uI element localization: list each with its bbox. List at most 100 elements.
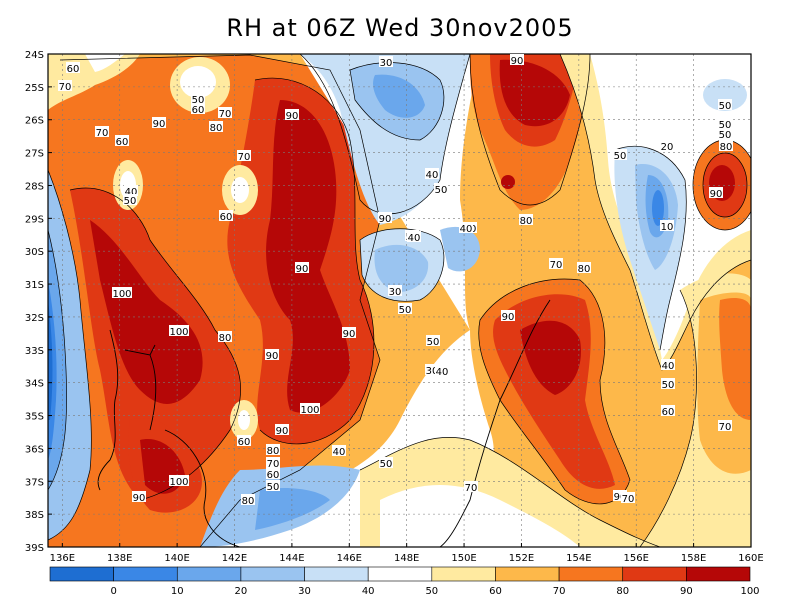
- contour-label: 60: [191, 103, 205, 116]
- contour-label: 50: [661, 378, 675, 391]
- contour-label: 50: [718, 118, 732, 131]
- contour-label: 50: [718, 99, 732, 112]
- svg-text:100: 100: [169, 327, 188, 338]
- svg-text:60: 60: [116, 137, 129, 148]
- contour-label: 50: [613, 149, 627, 162]
- svg-text:90: 90: [379, 214, 392, 225]
- contour-label: 40: [661, 359, 675, 372]
- colorbar-label: 10: [171, 586, 184, 597]
- svg-text:10: 10: [661, 222, 674, 233]
- contour-label: 90: [613, 490, 627, 503]
- colorbar-label: 0: [110, 586, 116, 597]
- svg-text:40: 40: [408, 233, 421, 244]
- contour-label: 60: [219, 210, 233, 223]
- svg-text:40: 40: [333, 447, 346, 458]
- colorbar-label: 80: [616, 586, 629, 597]
- colorbar-swatch: [176, 566, 242, 582]
- svg-text:90: 90: [502, 312, 515, 323]
- lat-tick-label: 38S: [25, 510, 44, 521]
- svg-text:40: 40: [426, 170, 439, 181]
- contour-label: 100: [300, 403, 320, 416]
- svg-text:50: 50: [719, 101, 732, 112]
- lat-tick-label: 31S: [25, 280, 44, 291]
- colorbar-label: 20: [235, 586, 248, 597]
- contour-label: 80: [519, 214, 533, 227]
- svg-text:80: 80: [219, 333, 232, 344]
- svg-text:40: 40: [460, 224, 473, 235]
- svg-text:70: 70: [719, 422, 732, 433]
- svg-text:90: 90: [133, 493, 146, 504]
- svg-text:60: 60: [662, 407, 675, 418]
- lon-tick-label: 158E: [681, 553, 706, 564]
- svg-text:50: 50: [719, 130, 732, 141]
- contour-label: 60: [266, 468, 280, 481]
- svg-text:80: 80: [720, 142, 733, 153]
- contour-label: 90: [709, 187, 723, 200]
- colorbar-swatch: [622, 566, 687, 582]
- map-title: RH at 06Z Wed 30nov2005: [226, 14, 574, 42]
- contour-label: 90: [275, 424, 289, 437]
- contour-label: 90: [285, 109, 299, 122]
- svg-text:60: 60: [220, 212, 233, 223]
- svg-text:70: 70: [219, 109, 232, 120]
- contour-label: 100: [169, 475, 189, 488]
- svg-text:60: 60: [267, 470, 280, 481]
- contour-label: 90: [295, 262, 309, 275]
- lat-tick-label: 30S: [25, 247, 44, 258]
- colorbar-swatch: [240, 566, 305, 582]
- lat-tick-label: 26S: [25, 116, 44, 127]
- lat-tick-label: 35S: [25, 412, 44, 423]
- contour-label: 40: [435, 365, 449, 378]
- svg-text:60: 60: [238, 437, 251, 448]
- contour-label: 60: [237, 435, 251, 448]
- contour-label: 30: [425, 364, 439, 377]
- contour-label: 80: [577, 262, 591, 275]
- contour-label: 20: [660, 140, 674, 153]
- colorbar-swatch: [686, 566, 751, 582]
- lon-tick-label: 138E: [107, 553, 132, 564]
- svg-text:70: 70: [59, 82, 72, 93]
- svg-text:50: 50: [399, 305, 412, 316]
- longitude-labels: 136E 138E 140E 142E 144E 146E 148E 150E 152E 154E…: [50, 543, 764, 564]
- svg-text:30: 30: [426, 366, 439, 377]
- contour-label: 50: [434, 183, 448, 196]
- colorbar: 0 10 20 30 40 50 60 70 80 90 100: [49, 566, 760, 597]
- contour-label: 100: [112, 287, 132, 300]
- svg-text:40: 40: [662, 361, 675, 372]
- colorbar-swatch: [495, 566, 560, 582]
- contour-label: 90: [510, 54, 524, 67]
- colorbar-swatch: [367, 566, 433, 582]
- contour-label: 100: [169, 325, 189, 338]
- colorbar-label: 90: [680, 586, 693, 597]
- colorbar-label: 50: [425, 586, 438, 597]
- contour-label: 90: [342, 327, 356, 340]
- contour-label: 60: [115, 135, 129, 148]
- lon-tick-label: 148E: [394, 553, 419, 564]
- colorbar-label: 40: [362, 586, 375, 597]
- contour-label: 70: [58, 80, 72, 93]
- contour-label: 60: [661, 405, 675, 418]
- contour-label: 40: [459, 222, 473, 235]
- svg-text:40: 40: [436, 367, 449, 378]
- latitude-labels: 24S 25S 26S 27S 28S 29S 30S 31S 32S 33S 34S 35S 36S 3…: [25, 50, 52, 554]
- colorbar-label: 70: [553, 586, 566, 597]
- lat-tick-label: 28S: [25, 181, 44, 192]
- contour-label: 40: [407, 231, 421, 244]
- lat-tick-label: 24S: [25, 50, 44, 61]
- svg-text:60: 60: [192, 105, 205, 116]
- map-frame: [47, 53, 752, 548]
- contour-label: 90: [378, 212, 392, 225]
- lon-tick-label: 154E: [566, 553, 591, 564]
- colorbar-swatch: [113, 566, 178, 582]
- svg-text:90: 90: [511, 56, 524, 67]
- contour-label: 50: [266, 480, 280, 493]
- svg-text:100: 100: [112, 289, 131, 300]
- svg-text:30: 30: [389, 287, 402, 298]
- contour-label: 80: [218, 331, 232, 344]
- svg-text:90: 90: [710, 189, 723, 200]
- svg-text:90: 90: [343, 329, 356, 340]
- map-grid: [48, 54, 751, 547]
- svg-text:30: 30: [380, 58, 393, 69]
- svg-text:70: 70: [96, 128, 109, 139]
